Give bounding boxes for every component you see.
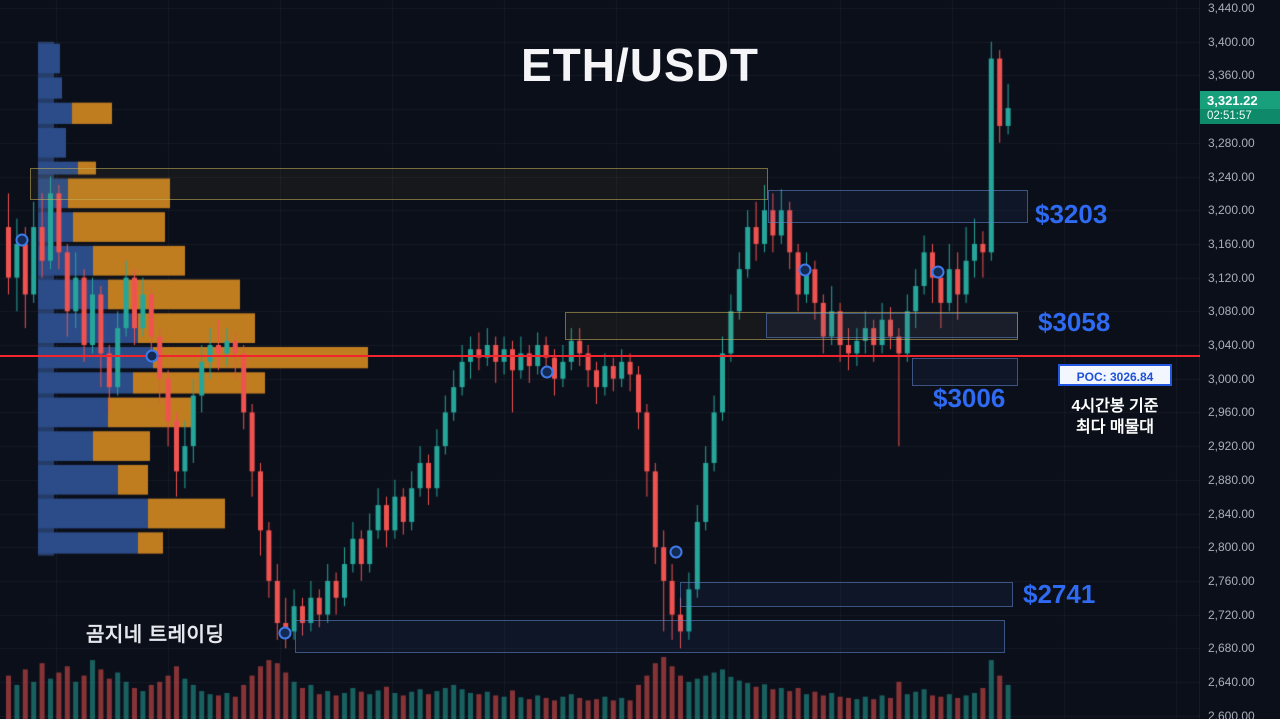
price-axis[interactable]: 3,440.00 3,400.00 3,360.00 3,280.00 3,240.00…	[1199, 0, 1280, 719]
price-axis-label: 3,440.00	[1208, 1, 1255, 15]
drawing-anchor-dot[interactable]	[145, 349, 159, 363]
price-axis-label: 3,280.00	[1208, 135, 1255, 150]
price-level-label-3006[interactable]: $3006	[933, 383, 1006, 413]
poc-price-label[interactable]: POC: 3026.84	[1058, 364, 1172, 386]
price-axis-label: 3,120.00	[1208, 270, 1255, 285]
price-axis-label: 2,720.00	[1208, 607, 1255, 622]
price-level-label-3203[interactable]: $3203	[1035, 199, 1108, 229]
price-axis-label: 2,920.00	[1208, 439, 1255, 454]
price-axis-label: 3,240.00	[1208, 169, 1255, 184]
supply-demand-zone[interactable]	[912, 358, 1018, 386]
drawing-anchor-dot[interactable]	[798, 263, 812, 277]
poc-annotation-line2: 최다 매물대	[1075, 419, 1155, 436]
drawing-overlays	[0, 168, 1200, 653]
price-axis-label: 2,880.00	[1208, 472, 1255, 487]
symbol-title: ETH/USDT	[521, 39, 759, 91]
price-axis-label: 2,800.00	[1208, 540, 1255, 555]
price-axis-label: 3,160.00	[1208, 236, 1255, 251]
price-axis-label: 3,400.00	[1208, 34, 1255, 49]
supply-demand-zone[interactable]	[768, 190, 1028, 223]
price-axis-label: 3,000.00	[1208, 371, 1255, 386]
drawing-anchor-dot[interactable]	[15, 233, 29, 247]
price-axis-label: 3,080.00	[1208, 304, 1255, 319]
watermark-text: 곰지네 트레이딩	[86, 624, 225, 646]
price-axis-label: 2,600.00	[1208, 708, 1255, 719]
supply-demand-zone[interactable]	[680, 582, 1013, 607]
price-level-label-2741[interactable]: $2741	[1023, 579, 1096, 609]
price-axis-label: 3,040.00	[1208, 338, 1255, 352]
price-level-label-3058[interactable]: $3058	[1038, 307, 1111, 337]
price-axis-label: 2,640.00	[1208, 675, 1255, 689]
drawing-anchor-dot[interactable]	[931, 265, 945, 279]
supply-demand-zone[interactable]	[295, 620, 1005, 653]
poc-annotation: 4시간봉 기준 최다 매물대	[1052, 396, 1178, 438]
price-axis-label: 3,360.00	[1208, 68, 1255, 83]
last-price-value: 3,321.22	[1200, 91, 1280, 110]
drawing-anchor-dot[interactable]	[540, 365, 554, 379]
candlestick-chart-canvas[interactable]	[0, 0, 1200, 719]
price-axis-label: 2,680.00	[1208, 641, 1255, 656]
price-axis-label: 2,960.00	[1208, 405, 1255, 420]
supply-demand-zone[interactable]	[766, 313, 1018, 338]
price-axis-label: 2,760.00	[1208, 573, 1255, 588]
last-price-badge: 3,321.22 02:51:57	[1200, 91, 1280, 125]
drawing-anchor-dot[interactable]	[669, 545, 683, 559]
poc-horizontal-line[interactable]	[0, 355, 1200, 358]
drawing-anchor-dot[interactable]	[278, 626, 292, 640]
poc-annotation-line1: 4시간봉 기준	[1071, 398, 1159, 415]
price-axis-label: 2,840.00	[1208, 506, 1255, 521]
supply-demand-zone[interactable]	[30, 168, 768, 200]
candle-countdown: 02:51:57	[1200, 109, 1280, 125]
price-axis-label: 3,200.00	[1208, 203, 1255, 218]
supply-demand-zone[interactable]	[565, 312, 1018, 340]
